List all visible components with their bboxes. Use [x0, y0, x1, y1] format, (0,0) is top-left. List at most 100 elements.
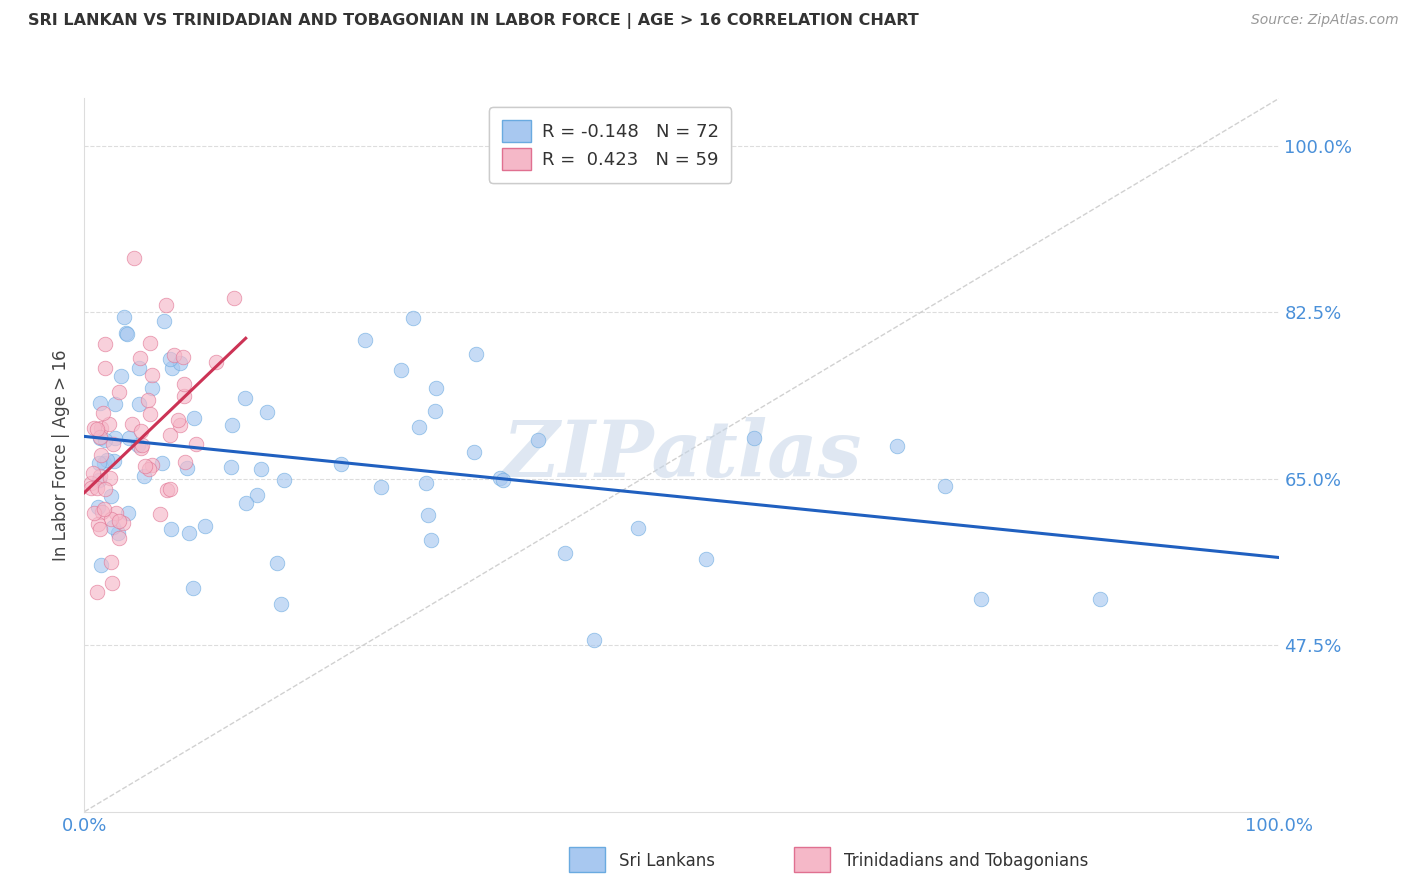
Point	[129, 441, 152, 455]
Point	[273, 474, 295, 488]
Point	[91, 406, 114, 420]
Point	[169, 356, 191, 370]
Point	[101, 436, 124, 450]
Point	[463, 445, 485, 459]
Point	[86, 422, 108, 436]
Point	[153, 313, 176, 327]
Point	[98, 417, 121, 431]
Point	[89, 522, 111, 536]
Point	[108, 384, 131, 399]
Point	[205, 355, 228, 369]
Point	[150, 456, 173, 470]
Point	[89, 431, 111, 445]
Point	[420, 533, 443, 547]
Point	[89, 473, 111, 487]
Point	[94, 482, 117, 496]
Point	[156, 483, 179, 497]
Point	[1088, 592, 1111, 607]
Point	[270, 598, 292, 612]
Point	[222, 291, 245, 305]
Point	[174, 455, 197, 469]
Point	[256, 405, 278, 419]
Point	[176, 461, 198, 475]
Point	[103, 454, 125, 468]
Text: ZIPatlas: ZIPatlas	[502, 417, 862, 493]
Point	[149, 508, 172, 522]
Point	[235, 496, 257, 510]
Point	[492, 473, 515, 487]
Point	[80, 475, 103, 490]
Point	[108, 531, 131, 545]
Point	[104, 506, 127, 520]
Point	[695, 551, 717, 566]
Point	[115, 326, 138, 340]
Point	[742, 431, 765, 445]
Point	[159, 428, 181, 442]
Point	[416, 508, 439, 522]
Point	[155, 298, 177, 312]
Point	[89, 430, 111, 444]
Point	[415, 475, 437, 490]
Point	[489, 471, 512, 485]
Point	[166, 413, 188, 427]
Point	[354, 333, 377, 347]
Point	[402, 311, 425, 326]
Point	[87, 500, 110, 515]
Point	[98, 471, 121, 485]
Point	[112, 310, 135, 324]
Point	[115, 327, 138, 342]
Point	[129, 424, 152, 438]
Point	[127, 438, 149, 452]
Point	[104, 397, 127, 411]
Point	[83, 421, 105, 435]
Point	[104, 431, 127, 445]
Point	[87, 517, 110, 532]
Point	[80, 481, 103, 495]
Point	[169, 418, 191, 433]
Point	[160, 361, 183, 376]
Point	[970, 592, 993, 607]
Point	[139, 407, 162, 421]
Y-axis label: In Labor Force | Age > 16: In Labor Force | Age > 16	[52, 349, 70, 561]
Point	[89, 468, 111, 483]
Point	[219, 459, 242, 474]
Point	[103, 520, 125, 534]
Point	[181, 581, 204, 595]
Point	[90, 558, 112, 573]
Point	[159, 352, 181, 367]
Point	[83, 506, 105, 520]
Point	[179, 526, 201, 541]
Point	[132, 469, 155, 483]
Point	[626, 521, 648, 535]
Point	[136, 392, 159, 407]
Point	[183, 410, 205, 425]
Point	[131, 437, 153, 451]
Point	[886, 439, 908, 453]
Point	[96, 452, 118, 467]
Point	[329, 458, 352, 472]
Text: Trinidadians and Tobagonians: Trinidadians and Tobagonians	[844, 852, 1088, 870]
FancyBboxPatch shape	[794, 847, 830, 872]
Text: Sri Lankans: Sri Lankans	[619, 852, 714, 870]
Text: SRI LANKAN VS TRINIDADIAN AND TOBAGONIAN IN LABOR FORCE | AGE > 16 CORRELATION C: SRI LANKAN VS TRINIDADIAN AND TOBAGONIAN…	[28, 13, 920, 29]
Point	[86, 585, 108, 599]
Point	[107, 525, 129, 540]
Point	[94, 433, 117, 447]
Point	[163, 348, 186, 362]
Legend: R = -0.148   N = 72, R =  0.423   N = 59: R = -0.148 N = 72, R = 0.423 N = 59	[489, 107, 731, 183]
Point	[408, 419, 430, 434]
Point	[86, 481, 108, 495]
Point	[93, 502, 115, 516]
Point	[934, 478, 956, 492]
Point	[464, 346, 486, 360]
Point	[87, 456, 110, 470]
Text: Source: ZipAtlas.com: Source: ZipAtlas.com	[1251, 13, 1399, 28]
Point	[370, 480, 392, 494]
Point	[94, 336, 117, 351]
Point	[90, 420, 112, 434]
Point	[118, 431, 141, 445]
Point	[100, 555, 122, 569]
Point	[108, 514, 131, 528]
Point	[186, 437, 208, 451]
Point	[128, 397, 150, 411]
